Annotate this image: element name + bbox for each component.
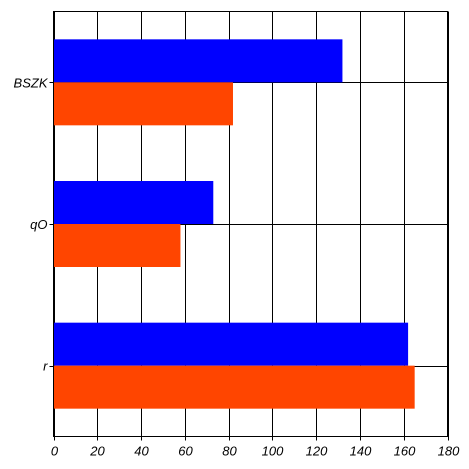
bar-series2-BSZK [53,82,233,126]
bar-series2-r [53,365,415,409]
x-tick-label: 160 [394,444,416,459]
bars [53,39,415,409]
x-tick-label: 120 [306,444,328,459]
x-tick-label: 80 [222,444,237,459]
bar-series1-r [53,322,409,366]
x-tick-label: 140 [350,444,372,459]
x-tick-label: 100 [262,444,284,459]
x-tick-label: 40 [134,444,149,459]
y-tick-label: qO [30,217,47,232]
x-tick-label: 180 [438,444,460,459]
axes: 0 20 40 60 80 100 120 140 160 180 BSZK qO r [14,75,461,458]
plot-frame [53,11,448,437]
x-tick-label: 0 [51,444,59,459]
bar-series2-qO [53,224,181,267]
y-tick-label: r [43,359,48,374]
bar-series1-BSZK [53,39,343,83]
x-tick-label: 20 [89,444,105,459]
x-tick-label: 60 [178,444,193,459]
bar-series1-qO [53,181,214,224]
y-tick-label: BSZK [14,75,49,90]
